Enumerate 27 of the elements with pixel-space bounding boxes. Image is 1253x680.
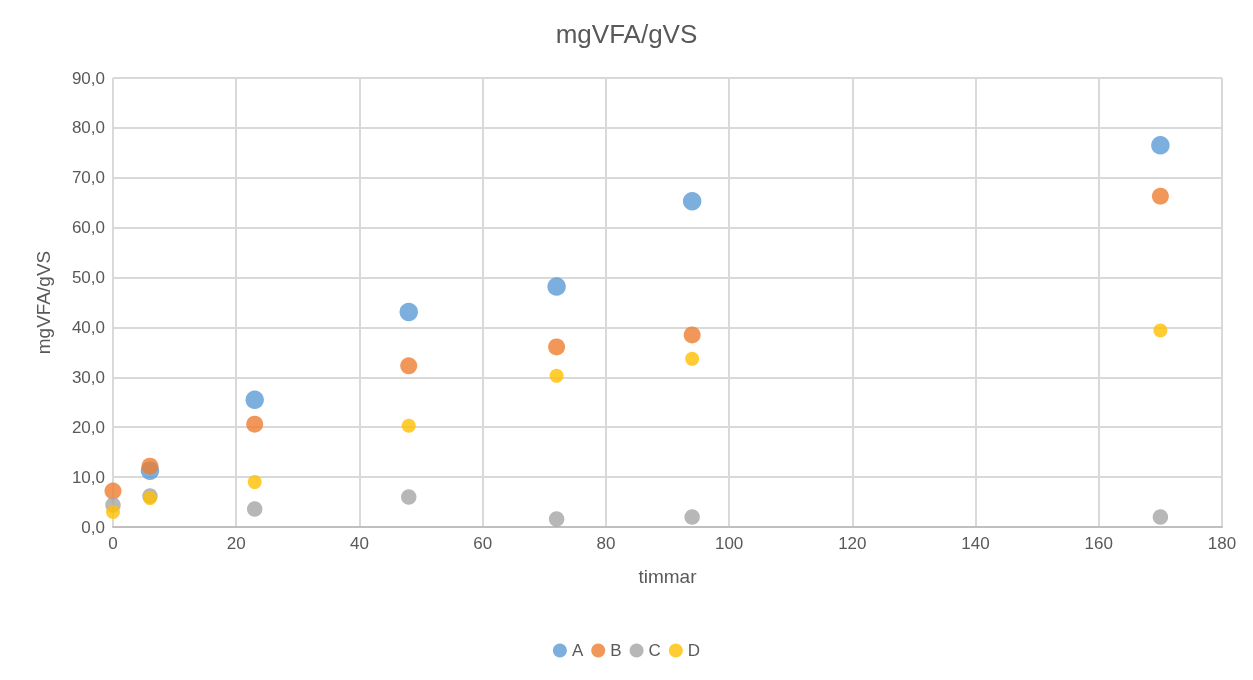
legend-label: C (648, 641, 661, 660)
legend-label: B (610, 641, 622, 660)
y-tick-label: 40,0 (71, 317, 105, 337)
x-tick-label: 40 (349, 534, 369, 553)
y-tick-label: 70,0 (71, 168, 105, 188)
x-axis-title: timmar (638, 566, 698, 587)
y-axis-title: mgVFA/gVS (33, 250, 54, 355)
y-tick-label: 50,0 (71, 268, 105, 288)
y-tick-label: 90,0 (71, 68, 105, 88)
chart-title: mgVFA/gVS (555, 19, 698, 49)
x-tick-label: 140 (961, 534, 990, 553)
x-tick-label: 100 (714, 534, 744, 553)
x-tick-label: 160 (1084, 534, 1113, 553)
x-tick-label: 20 (226, 534, 246, 553)
x-tick-label: 120 (838, 534, 867, 553)
legend-label: D (687, 641, 701, 660)
x-tick-label: 80 (596, 534, 616, 553)
y-tick-label: 60,0 (71, 218, 105, 238)
y-tick-label: 30,0 (71, 367, 105, 387)
y-tick-label: 80,0 (71, 118, 105, 138)
y-tick-label: 0,0 (81, 517, 105, 537)
x-tick-label: 0 (108, 534, 118, 553)
legend-label: A (571, 641, 584, 660)
x-tick-label: 60 (473, 534, 493, 553)
y-tick-label: 10,0 (71, 467, 105, 487)
x-tick-label: 180 (1207, 534, 1237, 553)
y-tick-label: 20,0 (71, 417, 105, 437)
